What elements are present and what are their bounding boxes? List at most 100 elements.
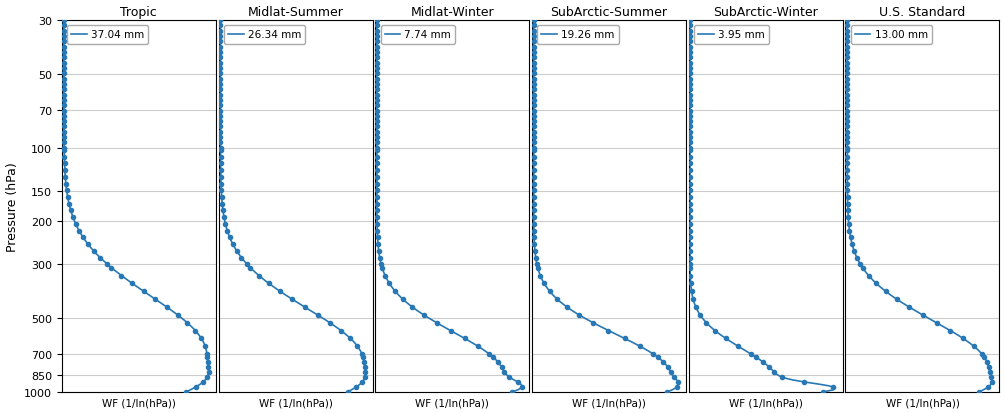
Point [212, 81, 228, 88]
Point [842, 235, 858, 241]
Point [56, 87, 72, 93]
Point [395, 296, 411, 303]
Point [212, 124, 228, 131]
Point [839, 44, 855, 51]
Point [526, 34, 542, 40]
Legend: 13.00 mm: 13.00 mm [850, 26, 932, 45]
Point [659, 389, 675, 395]
Point [56, 145, 72, 152]
Point [984, 374, 1000, 380]
Point [381, 280, 397, 287]
Point [900, 304, 917, 311]
Point [212, 50, 228, 56]
Point [526, 113, 542, 120]
Point [526, 71, 542, 77]
Point [212, 145, 228, 152]
Point [374, 265, 390, 271]
Point [212, 140, 228, 146]
Point [213, 188, 229, 194]
Point [774, 374, 790, 380]
Point [888, 296, 904, 303]
Point [369, 97, 385, 104]
Point [542, 288, 558, 295]
Point [57, 174, 73, 180]
Point [369, 103, 385, 109]
Point [355, 379, 371, 385]
Point [56, 76, 72, 83]
Point [56, 161, 72, 167]
Point [616, 335, 632, 342]
Point [201, 369, 217, 375]
Point [681, 235, 697, 241]
Point [71, 228, 87, 234]
Point [681, 167, 697, 174]
Point [670, 379, 686, 385]
Point [104, 265, 120, 271]
Point [533, 273, 549, 279]
Point [199, 374, 215, 380]
Point [526, 228, 542, 234]
Point [85, 248, 102, 254]
Point [839, 147, 855, 154]
Point [839, 119, 855, 125]
Point [681, 124, 697, 131]
Point [369, 87, 385, 93]
Point [212, 28, 228, 35]
Point [505, 389, 521, 395]
Point [976, 354, 992, 361]
Point [559, 304, 575, 311]
Point [225, 241, 241, 248]
Point [526, 76, 542, 83]
Point [687, 304, 704, 311]
Point [682, 273, 698, 279]
Point [193, 335, 209, 342]
Point [526, 174, 542, 180]
Point [56, 135, 72, 141]
Point [510, 379, 526, 385]
Point [242, 265, 258, 271]
Point [212, 55, 228, 62]
Point [526, 39, 542, 45]
Point [369, 39, 385, 45]
Point [839, 39, 855, 45]
Point [470, 343, 486, 350]
Legend: 3.95 mm: 3.95 mm [694, 26, 769, 45]
Point [261, 280, 277, 287]
Point [571, 312, 587, 318]
Point [526, 145, 542, 152]
Point [349, 384, 365, 390]
Point [681, 147, 697, 154]
Point [839, 108, 855, 114]
Point [485, 354, 501, 361]
Point [526, 97, 542, 104]
Point [369, 167, 385, 174]
Point [681, 254, 697, 261]
Point [212, 92, 228, 99]
Point [215, 208, 231, 214]
Point [75, 235, 91, 241]
Point [839, 113, 855, 120]
Point [56, 140, 72, 146]
Point [852, 261, 868, 268]
Y-axis label: Pressure (hPa): Pressure (hPa) [6, 162, 18, 251]
Point [369, 28, 385, 35]
Point [92, 254, 109, 261]
Point [310, 312, 326, 318]
Point [354, 351, 370, 358]
Point [56, 39, 72, 45]
Point [649, 354, 665, 361]
Point [755, 359, 771, 366]
Point [514, 384, 530, 390]
Point [56, 34, 72, 40]
Point [839, 76, 855, 83]
Point [849, 254, 865, 261]
Point [56, 81, 72, 88]
Point [178, 389, 194, 395]
Point [212, 129, 228, 136]
Point [681, 92, 697, 99]
Point [839, 55, 855, 62]
Point [979, 359, 995, 366]
Point [681, 55, 697, 62]
Point [974, 351, 990, 358]
Point [404, 304, 420, 311]
